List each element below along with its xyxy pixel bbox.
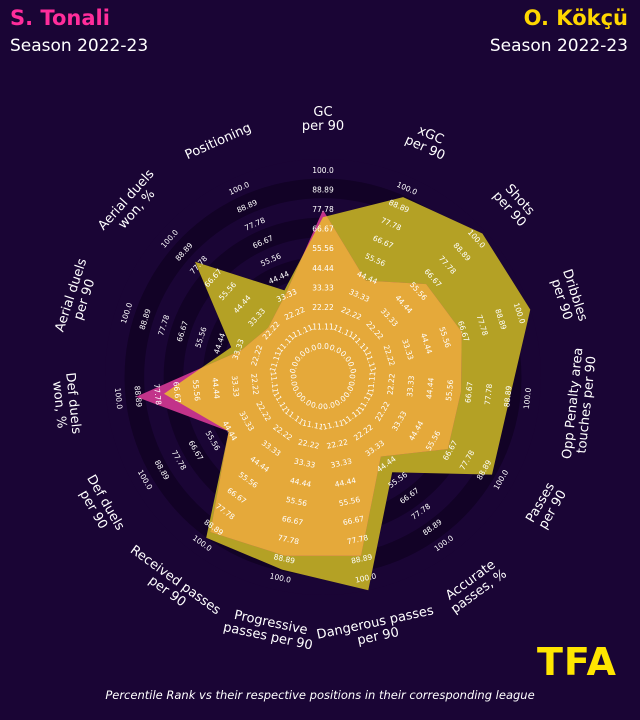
ring-tick-label: 33.33 <box>330 457 353 470</box>
ring-tick-label: 77.78 <box>152 383 163 406</box>
ring-tick-label: 11.11 <box>301 418 324 431</box>
ring-tick-label: 44.44 <box>425 377 436 400</box>
category-label: Accuratepasses, % <box>440 555 510 617</box>
ring-tick-label: 100.0 <box>522 387 533 410</box>
ring-tick-label: 88.89 <box>312 186 334 195</box>
ring-tick-label: 100.0 <box>269 571 292 584</box>
ring-tick-label: 88.89 <box>502 385 513 408</box>
ring-tick-label: 44.44 <box>334 476 357 489</box>
ring-tick-label: 55.56 <box>338 495 361 508</box>
category-label: Def duelswon, % <box>48 372 83 437</box>
ring-tick-label: 11.11 <box>269 371 280 394</box>
ring-tick-label: 55.56 <box>191 379 202 402</box>
ring-tick-label: 66.67 <box>463 381 474 404</box>
ring-tick-label: 0.0 <box>317 342 329 351</box>
category-label: Dribblesper 90 <box>546 267 590 327</box>
category-label: Opp Penalty areatouches per 90 <box>560 347 601 461</box>
radar-areas <box>136 197 531 591</box>
category-label: Passesper 90 <box>523 480 570 532</box>
player1-name: S. Tonali <box>10 6 110 30</box>
ring-tick-label: 33.33 <box>312 283 334 292</box>
ring-tick-label: 66.67 <box>171 381 182 404</box>
ring-tick-label: 11.11 <box>322 418 345 431</box>
category-label: Dangerous passesper 90 <box>315 603 438 656</box>
category-label: Aerial duelswon, % <box>95 167 168 243</box>
ring-tick-label: 55.56 <box>444 379 455 402</box>
player1-season: Season 2022-23 <box>10 36 149 56</box>
category-label: Aerial duelsper 90 <box>53 257 104 339</box>
ring-tick-label: 0.0 <box>328 343 343 356</box>
ring-tick-label: 22.22 <box>312 303 334 312</box>
footer-note: Percentile Rank vs their respective posi… <box>105 688 535 702</box>
ring-tick-label: 33.33 <box>405 375 416 398</box>
ring-tick-label: 77.78 <box>312 205 334 214</box>
ring-tick-label: 22.22 <box>386 373 397 396</box>
ring-tick-label: 55.56 <box>312 244 334 253</box>
ring-tick-label: 0.0 <box>322 400 336 411</box>
ring-tick-label: 0.0 <box>347 373 357 386</box>
ring-tick-label: 66.67 <box>342 514 365 527</box>
ring-tick-label: 22.22 <box>249 373 260 396</box>
ring-tick-label: 66.67 <box>281 514 304 527</box>
ring-tick-label: 11.11 <box>366 371 377 394</box>
ring-tick-label: 100.0 <box>312 166 334 175</box>
ring-tick-label: 88.89 <box>273 552 296 565</box>
ring-tick-label: 0.0 <box>303 343 318 356</box>
ring-tick-label: 0.0 <box>346 360 358 374</box>
category-label: Def duelsper 90 <box>71 472 127 540</box>
ring-tick-label: 33.33 <box>293 457 316 470</box>
ring-tick-label: 77.78 <box>483 383 494 406</box>
ring-tick-label: 0.0 <box>288 360 300 374</box>
ring-tick-label: 77.78 <box>277 533 300 546</box>
ring-tick-label: 44.44 <box>312 264 334 273</box>
player2-name: O. Kökçü <box>523 6 628 30</box>
ring-tick-label: 88.89 <box>350 552 373 565</box>
ring-tick-label: 22.22 <box>297 437 320 450</box>
ring-tick-label: 0.0 <box>310 400 324 411</box>
ring-tick-label: 0.0 <box>289 374 299 387</box>
ring-tick-label: 77.78 <box>346 533 369 546</box>
category-label: Positioning <box>183 121 254 163</box>
category-label: Progressivepasses per 90 <box>222 606 317 653</box>
ring-tick-label: 44.44 <box>289 476 312 489</box>
ring-tick-label: 100.0 <box>354 571 377 584</box>
ring-tick-label: 55.56 <box>285 495 308 508</box>
ring-tick-label: 66.67 <box>312 225 334 234</box>
ring-tick-label: 33.33 <box>230 375 241 398</box>
tfa-logo: TFA <box>537 640 617 684</box>
ring-tick-label: 88.89 <box>132 385 143 408</box>
ring-tick-label: 22.22 <box>326 437 349 450</box>
category-label: GC per 90 <box>302 105 344 134</box>
category-label: Shotsper 90 <box>489 179 539 230</box>
ring-tick-label: 11.11 <box>312 322 334 331</box>
ring-tick-label: 44.44 <box>210 377 221 400</box>
player2-season: Season 2022-23 <box>489 36 628 56</box>
ring-tick-label: 100.0 <box>113 387 124 410</box>
category-label: xGCper 90 <box>402 120 452 164</box>
